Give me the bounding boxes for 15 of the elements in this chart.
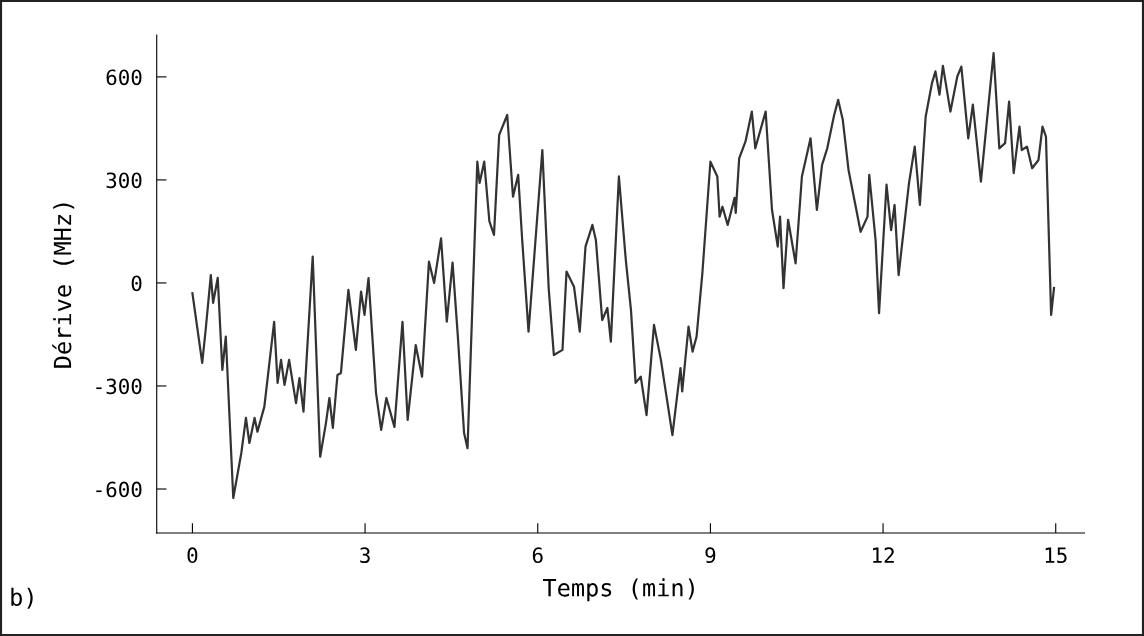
x-tick-label: 12 [873, 547, 894, 563]
y-tick-label: 300 [106, 172, 142, 189]
x-tick-label: 15 [1045, 547, 1067, 564]
line-series [191, 52, 1056, 500]
text: b) [11, 587, 33, 609]
x-axis-title: Temps (min) [542, 578, 694, 602]
y-tick-label: -600 [96, 481, 142, 498]
y-tick-label: -300 [96, 378, 142, 395]
x-tick-label: 9 [705, 547, 716, 564]
x-tick-label: 3 [360, 547, 370, 564]
x-tick-label: 0 [187, 547, 198, 564]
y-axis-title: Dérive (MHz) [52, 203, 75, 368]
y-tick-label: 0 [131, 275, 142, 292]
y-tick-label: 600 [106, 69, 142, 86]
x-tick-label: 6 [532, 547, 543, 564]
